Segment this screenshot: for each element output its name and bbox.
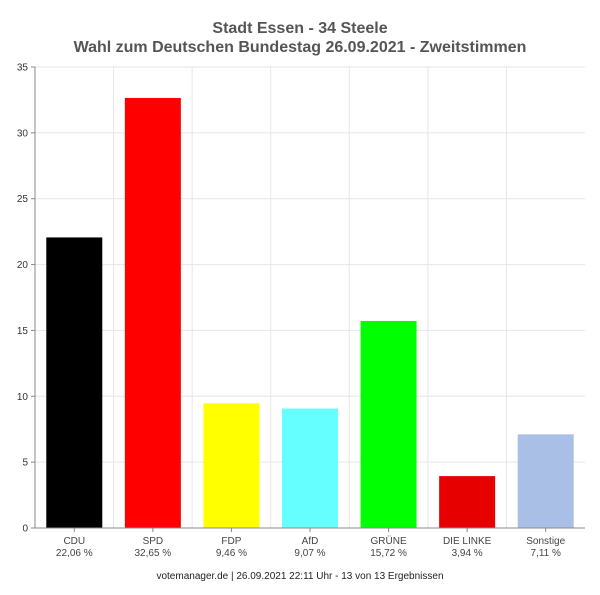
y-tick-label: 30 xyxy=(17,128,29,139)
x-tick-label: AfD xyxy=(302,536,319,547)
data-label: 7,11 % xyxy=(531,548,561,559)
x-tick-label: Sonstige xyxy=(526,536,565,547)
x-tick-label: CDU xyxy=(63,536,85,547)
y-tick-label: 0 xyxy=(22,524,28,535)
y-tick-label: 20 xyxy=(17,260,29,271)
bar-spd xyxy=(124,97,181,529)
bar-cdu xyxy=(46,237,103,528)
y-tick-label: 5 xyxy=(22,458,28,469)
data-label: 22,06 % xyxy=(56,548,93,559)
x-tick-label: DIE LINKE xyxy=(443,536,492,547)
data-label: 3,94 % xyxy=(452,548,483,559)
data-label: 15,72 % xyxy=(370,548,407,559)
x-tick-label: GRÜNE xyxy=(371,535,407,547)
footer-note: votemanager.de | 26.09.2021 22:11 Uhr - … xyxy=(156,571,444,582)
data-label: 32,65 % xyxy=(135,548,172,559)
y-tick-label: 35 xyxy=(17,63,29,74)
axis-layer xyxy=(31,66,585,532)
chart-subtitle: Wahl zum Deutschen Bundestag 26.09.2021 … xyxy=(73,39,527,56)
data-label: 9,46 % xyxy=(216,548,247,559)
y-tick-label: 10 xyxy=(17,392,29,403)
data-label: 9,07 % xyxy=(294,548,325,559)
y-tick-label: 25 xyxy=(17,194,29,205)
bar-grüne xyxy=(360,320,417,528)
chart-title: Stadt Essen - 34 Steele xyxy=(212,20,388,37)
x-tick-label: FDP xyxy=(221,536,241,547)
bar-sonstige xyxy=(517,434,574,528)
x-tick-label: SPD xyxy=(143,536,164,547)
bar-die-linke xyxy=(439,476,496,528)
bar-layer xyxy=(46,97,574,529)
bar-fdp xyxy=(203,403,260,528)
bar-afd xyxy=(282,408,338,528)
y-tick-label: 15 xyxy=(17,326,29,337)
